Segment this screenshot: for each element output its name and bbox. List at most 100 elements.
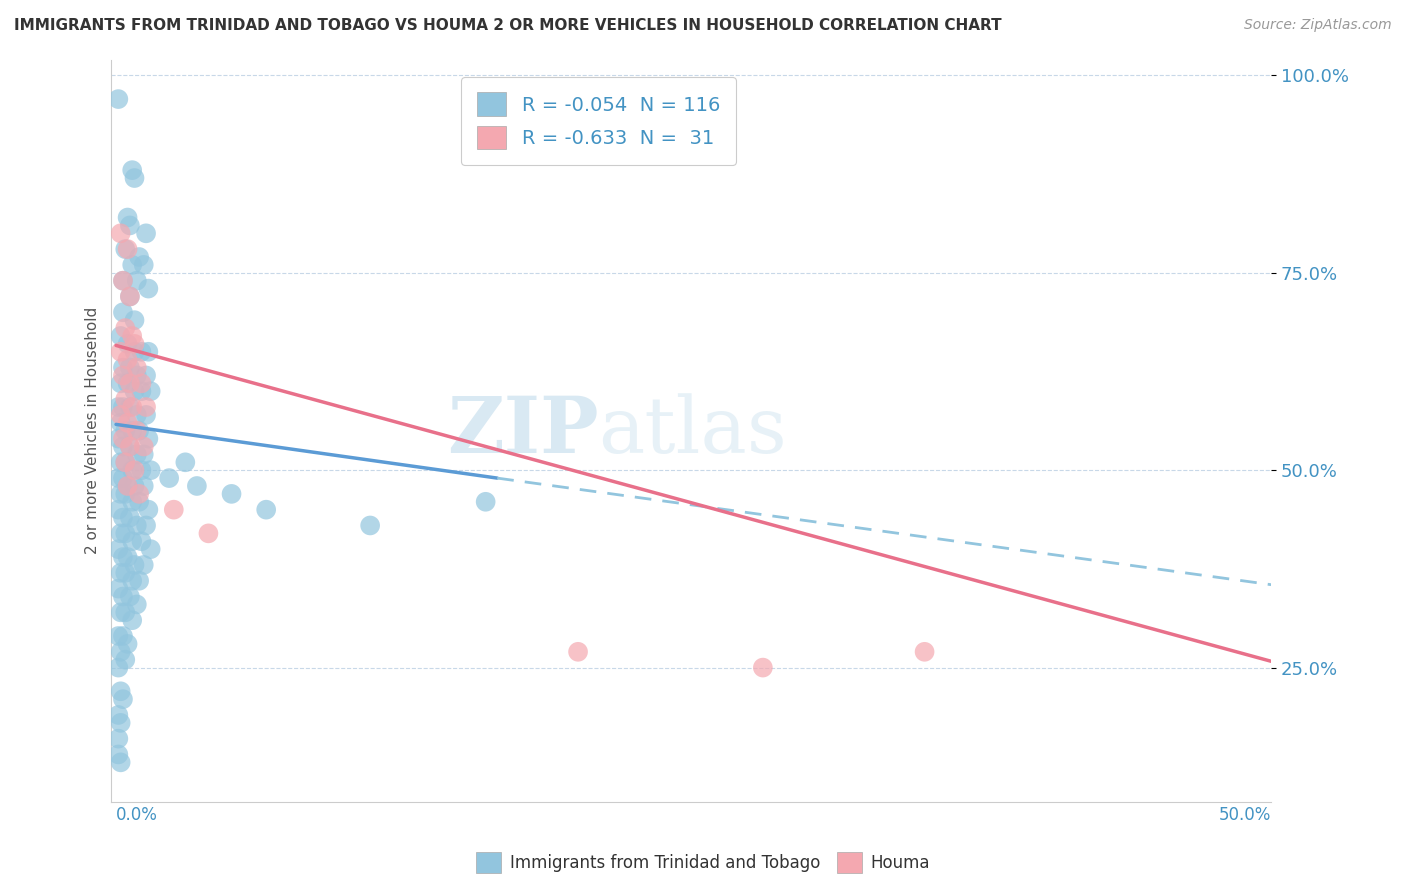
Point (138, 344, 160, 359)
Point (125, 518, 148, 533)
Point (121, 329, 143, 343)
Point (117, 211, 139, 225)
Point (121, 463, 143, 477)
Point (110, 645, 132, 659)
Point (121, 574, 143, 588)
Point (118, 219, 141, 233)
Point (114, 526, 136, 541)
Point (135, 368, 157, 383)
Point (914, 645, 936, 659)
Point (114, 566, 136, 580)
Point (118, 440, 141, 454)
Point (110, 455, 132, 469)
Point (135, 408, 157, 422)
Point (110, 376, 132, 391)
Point (110, 526, 132, 541)
Point (107, 471, 129, 485)
Point (110, 227, 132, 241)
Text: Source: ZipAtlas.com: Source: ZipAtlas.com (1244, 18, 1392, 32)
Point (139, 542, 162, 557)
Point (132, 447, 155, 461)
Point (125, 598, 148, 612)
Point (121, 534, 143, 549)
Point (111, 368, 134, 383)
Point (114, 321, 136, 335)
Point (111, 360, 134, 375)
Point (135, 400, 157, 414)
Point (121, 613, 143, 627)
Point (121, 400, 143, 414)
Point (132, 558, 155, 572)
Point (118, 400, 141, 414)
Point (132, 440, 155, 454)
Point (124, 171, 146, 186)
Point (125, 408, 148, 422)
Point (107, 747, 129, 762)
Point (110, 684, 132, 698)
Y-axis label: 2 or more Vehicles in Household: 2 or more Vehicles in Household (86, 307, 100, 554)
Point (110, 715, 132, 730)
Text: atlas: atlas (599, 392, 787, 468)
Point (567, 645, 589, 659)
Point (124, 313, 146, 327)
Point (107, 542, 129, 557)
Point (107, 92, 129, 106)
Point (114, 605, 136, 619)
Point (163, 502, 186, 516)
Point (132, 258, 155, 272)
Point (114, 242, 136, 256)
Point (117, 549, 139, 564)
Point (121, 495, 143, 509)
Point (117, 336, 139, 351)
Point (139, 384, 162, 399)
Text: IMMIGRANTS FROM TRINIDAD AND TOBAGO VS HOUMA 2 OR MORE VEHICLES IN HOUSEHOLD COR: IMMIGRANTS FROM TRINIDAD AND TOBAGO VS H… (14, 18, 1001, 33)
Point (197, 526, 219, 541)
Point (118, 510, 141, 524)
Point (110, 344, 132, 359)
Point (114, 653, 136, 667)
Point (107, 400, 129, 414)
Point (157, 471, 180, 485)
Point (114, 487, 136, 501)
Point (125, 368, 148, 383)
Point (125, 447, 148, 461)
Point (118, 360, 141, 375)
Point (107, 502, 129, 516)
Point (124, 479, 146, 493)
Point (110, 408, 132, 422)
Point (118, 376, 141, 391)
Point (118, 289, 141, 303)
Point (114, 455, 136, 469)
Point (128, 487, 150, 501)
Point (138, 432, 160, 446)
Point (110, 566, 132, 580)
Point (131, 376, 153, 391)
Point (107, 708, 129, 723)
Point (107, 731, 129, 746)
Text: ZIP: ZIP (447, 392, 599, 468)
Point (128, 495, 150, 509)
Point (138, 502, 160, 516)
Legend: Immigrants from Trinidad and Tobago, Houma: Immigrants from Trinidad and Tobago, Hou… (470, 846, 936, 880)
Point (107, 432, 129, 446)
Point (111, 400, 134, 414)
Point (121, 424, 143, 438)
Point (110, 756, 132, 770)
Point (221, 487, 243, 501)
Legend: R = -0.054  N = 116, R = -0.633  N =  31: R = -0.054 N = 116, R = -0.633 N = 31 (461, 77, 735, 165)
Point (111, 440, 134, 454)
Text: 0.0%: 0.0% (117, 805, 157, 824)
Point (359, 518, 381, 533)
Point (111, 274, 134, 288)
Point (114, 455, 136, 469)
Point (107, 660, 129, 674)
Point (111, 629, 134, 643)
Point (114, 392, 136, 406)
Point (117, 242, 139, 256)
Point (131, 534, 153, 549)
Point (135, 227, 157, 241)
Point (125, 274, 148, 288)
Point (110, 329, 132, 343)
Point (132, 479, 155, 493)
Point (111, 274, 134, 288)
